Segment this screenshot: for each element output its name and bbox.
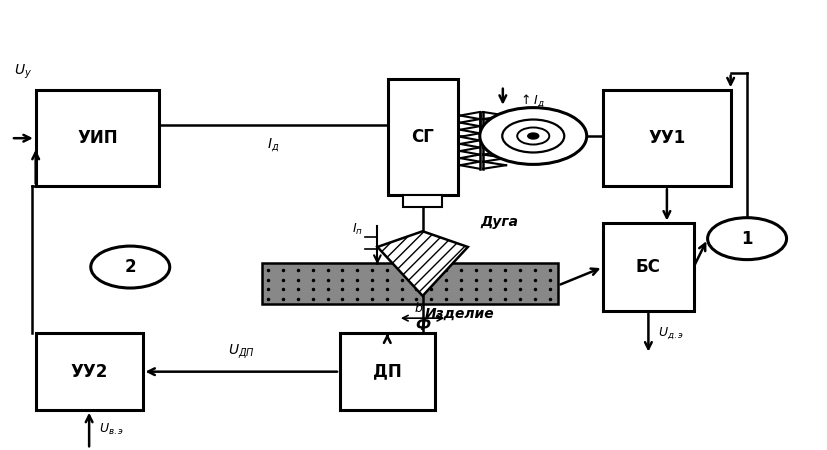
Circle shape (91, 246, 170, 288)
Text: 1: 1 (740, 230, 752, 248)
Circle shape (517, 127, 548, 144)
Text: $U_{д.э}$: $U_{д.э}$ (657, 324, 683, 341)
Bar (403, 195, 442, 207)
Bar (340, 333, 434, 410)
Text: УИП: УИП (77, 129, 117, 147)
Circle shape (528, 133, 538, 139)
Circle shape (502, 120, 563, 153)
Bar (387, 79, 457, 195)
Circle shape (707, 218, 786, 260)
Text: $U_{ДП}$: $U_{ДП}$ (227, 343, 255, 362)
Text: $U_у$: $U_у$ (13, 63, 31, 81)
Bar (602, 223, 693, 311)
Text: $I_п$: $I_п$ (351, 222, 362, 238)
Text: Ф: Ф (414, 318, 430, 333)
Text: Изделие: Изделие (424, 306, 494, 320)
Circle shape (479, 108, 586, 164)
Polygon shape (377, 231, 467, 296)
Bar (602, 90, 729, 186)
Text: 2: 2 (124, 258, 136, 276)
Text: БС: БС (635, 258, 660, 276)
Bar (36, 90, 159, 186)
Text: УУ2: УУ2 (70, 363, 108, 381)
Text: $U_{в.э}$: $U_{в.э}$ (99, 422, 124, 437)
Text: СГ: СГ (411, 128, 433, 146)
Text: Дуга: Дуга (480, 215, 518, 229)
Text: b: b (414, 302, 422, 315)
Bar (36, 333, 142, 410)
Text: $I_д$: $I_д$ (267, 136, 280, 154)
Text: $\uparrow I_д$: $\uparrow I_д$ (517, 92, 543, 109)
Bar (261, 263, 557, 304)
Text: УУ1: УУ1 (648, 129, 685, 147)
Text: ДП: ДП (372, 363, 401, 381)
